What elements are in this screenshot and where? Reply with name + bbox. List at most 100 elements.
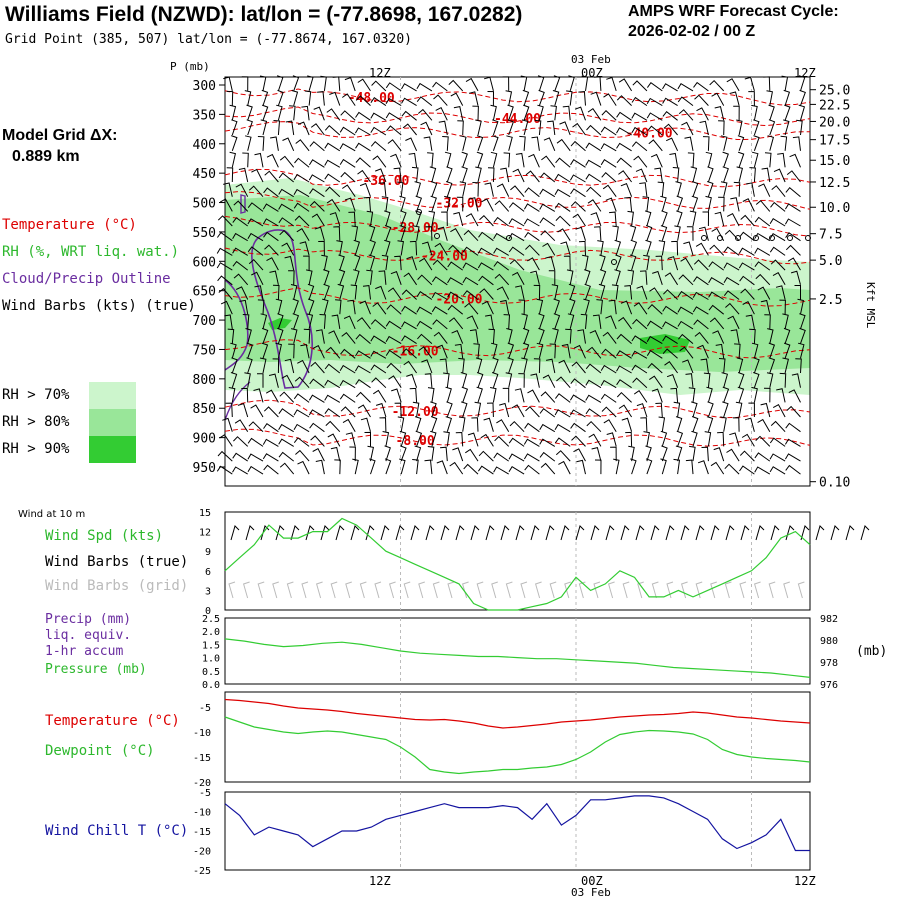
wind-barb-icon	[680, 257, 694, 271]
wind-barb-icon	[616, 95, 632, 106]
wind-barb-icon	[639, 270, 648, 285]
time-label-12z-bottom: 12Z	[369, 874, 391, 888]
wind-barb-icon	[586, 186, 602, 198]
wind-barb-icon	[506, 328, 513, 344]
cloud-dot-icon	[769, 235, 775, 241]
wind-barb-icon	[494, 273, 510, 286]
wind-barb-icon	[636, 285, 648, 300]
wind-barb-icon	[570, 159, 586, 168]
temp-contour-2	[224, 121, 811, 141]
wind-barb-icon	[355, 111, 371, 121]
wind-10m-label: Wind at 10 m	[18, 509, 86, 520]
wind-barb-icon	[254, 152, 264, 168]
wind-barb-icon	[536, 298, 544, 315]
wind-barb-icon	[393, 167, 402, 183]
wind-barb-icon	[507, 119, 515, 136]
wind-barb-icon	[714, 211, 725, 227]
wind-barb-icon	[425, 226, 433, 241]
wind-barb-icon	[466, 315, 479, 330]
panel-frame-3	[224, 791, 811, 871]
true-wind-barb	[395, 525, 405, 541]
wind-barb-icon	[247, 453, 264, 462]
legend-rh80-label: RH > 80%	[2, 414, 70, 430]
wind-barb-icon	[518, 373, 525, 388]
wind-barb-icon	[455, 431, 464, 447]
wind-barb-icon	[600, 364, 617, 374]
page-title: Williams Field (NZWD): lat/lon = (-77.86…	[5, 3, 523, 26]
wind-barb-icon	[654, 167, 663, 183]
wind-barb-icon	[279, 229, 295, 242]
wind-barb-icon	[217, 275, 233, 286]
temp-contour-label-6: -24.00	[421, 249, 468, 264]
wind-barb-icon	[664, 361, 679, 374]
wind-barb-icon	[247, 437, 264, 447]
wind-barb-icon	[279, 155, 295, 168]
wind-barb-icon	[403, 360, 418, 374]
wind-barb-icon	[290, 328, 298, 344]
wind-barb-icon	[664, 272, 679, 286]
wind-barb-icon	[436, 460, 448, 475]
wind-barb-icon	[686, 226, 694, 241]
wind-barb-icon	[384, 445, 391, 462]
wind-barb-icon	[507, 342, 515, 359]
wind-barb-icon	[695, 242, 709, 256]
wind-barb-icon	[522, 342, 530, 359]
wind-barb-icon	[437, 226, 448, 241]
wind-barb-icon	[525, 244, 540, 256]
wind-barb-icon	[633, 389, 648, 403]
wind-barb-icon	[702, 136, 710, 151]
true-wind-barb	[815, 525, 825, 541]
wind-barb-icon	[259, 75, 267, 92]
wind-barb-icon	[323, 283, 330, 300]
wind-barb-icon	[241, 76, 249, 91]
legend-wind-barbs-true: Wind Barbs (true)	[45, 554, 189, 570]
wind-barb-icon	[386, 125, 402, 136]
wind-barb-icon	[301, 105, 310, 121]
wind-barb-icon	[694, 94, 709, 106]
wind-barb-icon	[368, 254, 376, 271]
wind-barb-icon	[324, 394, 341, 403]
wind-barb-icon	[292, 75, 300, 92]
wind-barb-icon	[394, 255, 402, 271]
wind-barb-icon	[643, 254, 650, 271]
wind-barb-icon	[502, 387, 510, 403]
wind-barb-icon	[247, 465, 264, 475]
wind-barb-icon	[356, 317, 371, 330]
wind-barb-icon	[247, 202, 264, 212]
wind-barb-icon	[582, 254, 589, 271]
wind-barb-icon	[232, 260, 249, 271]
wind-barb-icon	[523, 203, 540, 212]
height-tick-3: 17.5	[819, 134, 850, 149]
wind-barb-icon	[551, 284, 559, 300]
wind-barb-icon	[722, 166, 729, 183]
wind-barb-icon	[661, 445, 668, 462]
wind-barb-icon	[539, 423, 556, 433]
wind-ytick-15: 15	[199, 508, 211, 519]
wind-barb-icon	[783, 327, 791, 344]
wind-barb-icon	[681, 121, 694, 136]
wind-barb-icon	[322, 298, 329, 315]
wind-barb-icon	[503, 152, 511, 168]
wind-barb-icon	[729, 432, 740, 447]
wind-barb-icon	[263, 423, 279, 433]
wind-barb-icon	[555, 393, 571, 403]
wind-barb-icon	[385, 97, 402, 107]
grid-wind-barb	[564, 581, 571, 599]
wind-barb-icon	[600, 126, 617, 136]
wind-barb-icon	[615, 254, 622, 271]
wind-barb-icon	[730, 197, 740, 212]
wind-barb-icon	[572, 213, 586, 227]
cloud-outline-2	[224, 279, 249, 371]
wind-barb-icon	[416, 96, 433, 106]
wind-barb-icon	[773, 168, 786, 183]
wind-barb-icon	[375, 285, 387, 300]
wind-barb-icon	[293, 188, 310, 198]
wind-barb-icon	[670, 387, 679, 403]
wind-barb-icon	[353, 239, 361, 256]
pressure-ytick-1: 978	[820, 658, 838, 669]
true-wind-barb	[485, 525, 495, 541]
wind-barb-icon	[291, 90, 299, 106]
wind-barb-icon	[549, 343, 557, 359]
wind-barb-icon	[798, 104, 806, 121]
wind-barb-icon	[662, 83, 678, 92]
